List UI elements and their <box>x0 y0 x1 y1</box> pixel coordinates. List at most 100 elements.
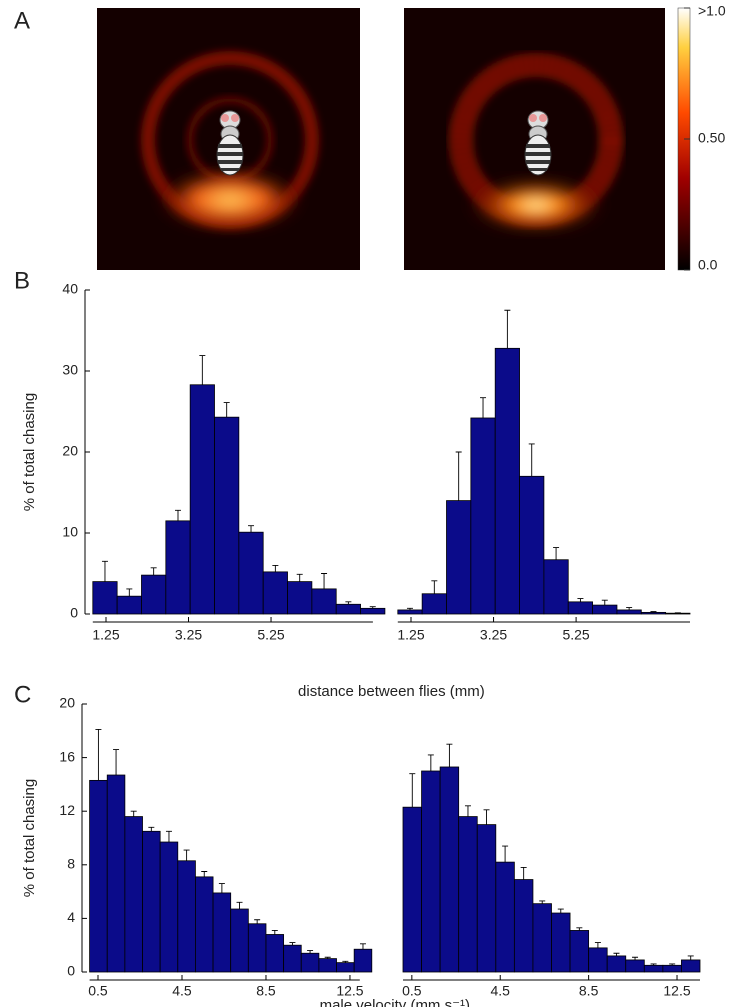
error-bar <box>296 573 303 582</box>
bar <box>265 934 285 973</box>
error-bar <box>576 927 583 931</box>
x-axis-label: distance between flies (mm) <box>298 683 485 700</box>
error-bar <box>101 560 108 582</box>
bar <box>141 574 167 615</box>
error-bar <box>218 883 225 893</box>
y-tick-label: 40 <box>62 281 78 297</box>
error-bar <box>254 919 261 924</box>
error-bar <box>504 309 511 349</box>
error-bar <box>272 564 279 572</box>
error-bar <box>359 943 366 950</box>
bar <box>421 593 447 615</box>
error-bar <box>539 900 546 904</box>
error-bar <box>406 607 413 610</box>
error-bar <box>669 963 676 966</box>
error-bar <box>632 956 639 960</box>
bar <box>421 770 441 973</box>
bar <box>513 879 534 973</box>
x-tick-label: 4.5 <box>490 983 510 999</box>
error-bar <box>650 611 657 613</box>
error-bar <box>557 908 564 914</box>
x-tick-label: 1.25 <box>397 627 424 643</box>
bar <box>262 571 288 615</box>
bar <box>124 816 143 973</box>
error-bar <box>289 942 296 946</box>
bar <box>494 347 520 615</box>
error-bar <box>455 451 462 501</box>
bar <box>519 475 545 615</box>
bar <box>532 903 552 973</box>
bar <box>116 595 142 615</box>
bar <box>446 500 472 615</box>
colorbar-tick-label: >1.0 <box>698 3 726 19</box>
bar <box>567 601 594 615</box>
y-axis-label: % of total chasing <box>21 779 38 897</box>
bar <box>397 609 423 615</box>
bar <box>92 581 118 615</box>
bar <box>300 952 320 973</box>
x-tick-label: 12.5 <box>336 983 363 999</box>
x-tick-label: 4.5 <box>172 983 192 999</box>
error-bar <box>594 942 601 948</box>
x-tick-label: 1.25 <box>92 627 119 643</box>
x-tick-label: 5.25 <box>257 627 284 643</box>
error-bar <box>201 871 208 877</box>
x-tick-label: 3.25 <box>480 627 507 643</box>
y-tick-label: 8 <box>67 856 75 872</box>
error-bar <box>613 952 620 956</box>
bar <box>458 816 478 973</box>
error-bar <box>446 743 453 767</box>
error-bar <box>126 588 133 597</box>
y-tick-label: 0 <box>67 963 75 979</box>
error-bar <box>553 547 560 560</box>
y-axis-label: % of total chasing <box>21 393 38 511</box>
panel-label: C <box>14 681 31 708</box>
bar <box>495 861 515 973</box>
error-bar <box>271 930 278 935</box>
error-bar <box>174 509 181 521</box>
bar <box>195 876 214 973</box>
bar <box>606 955 627 973</box>
bar <box>662 964 682 973</box>
bar <box>177 860 196 973</box>
bar <box>159 841 179 973</box>
colorbar-tick-label: 0.0 <box>698 257 718 273</box>
error-bar <box>483 809 490 825</box>
bar <box>336 962 355 973</box>
error-bar <box>431 580 438 594</box>
bar <box>616 609 642 615</box>
y-tick-label: 20 <box>62 443 78 459</box>
heatmap-right <box>404 8 665 270</box>
error-bar <box>321 573 328 589</box>
error-bar <box>95 729 102 781</box>
error-bar <box>687 955 694 960</box>
error-bar <box>427 754 434 771</box>
bar <box>402 806 422 973</box>
error-bar <box>248 525 255 533</box>
x-tick-label: 8.5 <box>256 983 276 999</box>
error-bar <box>307 950 314 954</box>
bar <box>625 959 645 973</box>
bar <box>165 520 191 615</box>
heatmap-left <box>97 8 360 270</box>
bar <box>569 930 590 973</box>
error-bar <box>342 960 349 963</box>
bar <box>214 416 240 615</box>
error-bar <box>150 567 157 576</box>
error-bar <box>148 826 155 832</box>
bar <box>643 964 664 973</box>
bar <box>476 824 497 973</box>
error-bar <box>502 845 509 863</box>
error-bar <box>130 810 137 817</box>
error-bar <box>165 830 172 843</box>
bar <box>311 588 337 615</box>
error-bar <box>480 397 487 418</box>
colorbar-tick-label: 0.50 <box>698 130 725 146</box>
panel-label: A <box>14 7 30 34</box>
error-bar <box>236 901 243 910</box>
error-bar <box>601 599 608 606</box>
error-bar <box>528 443 535 477</box>
bar <box>89 779 108 973</box>
error-bar <box>409 773 416 808</box>
x-tick-label: 8.5 <box>579 983 599 999</box>
